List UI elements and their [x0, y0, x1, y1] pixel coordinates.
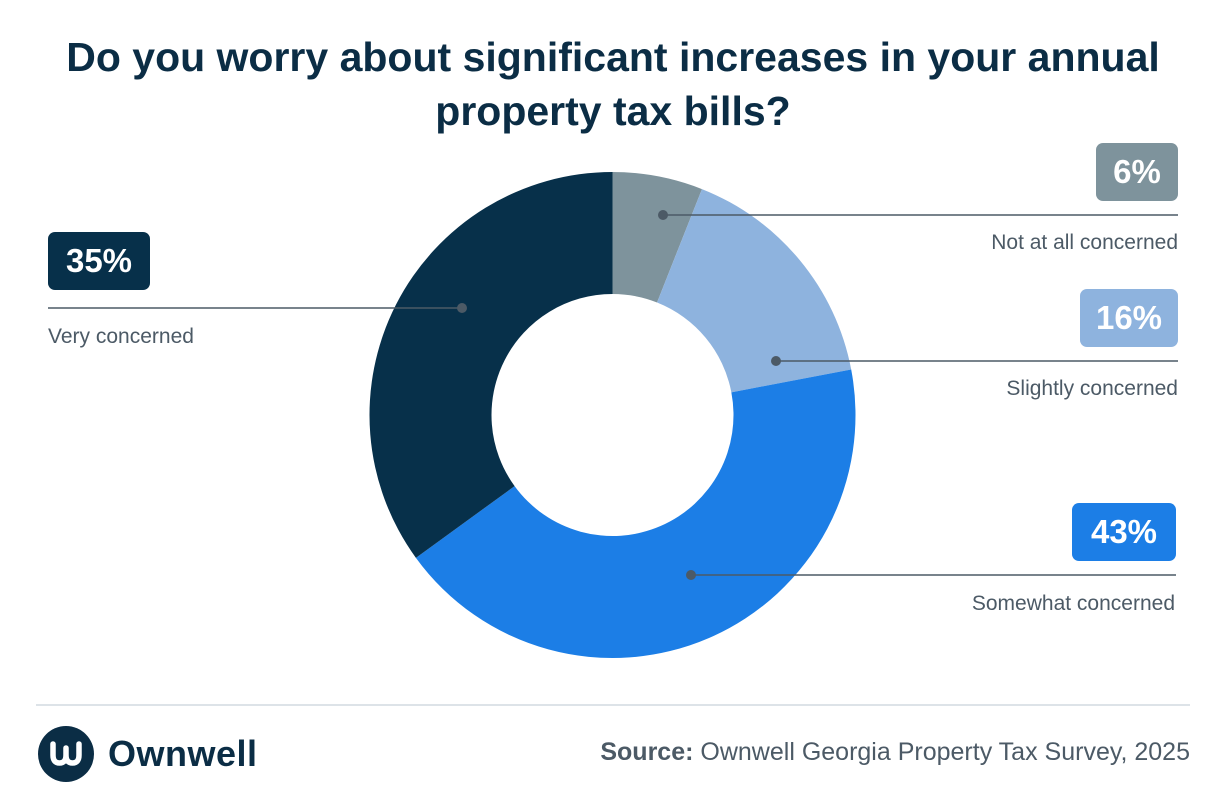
leader-dot-slightly-concerned: [771, 356, 781, 366]
legend-label-not-at-all-concerned: Not at all concerned: [991, 231, 1178, 254]
brand-name: Ownwell: [108, 733, 258, 774]
ownwell-w-icon: [38, 726, 94, 782]
leader-dot-very-concerned: [457, 303, 467, 313]
slice-very-concerned: [369, 172, 613, 558]
ownwell-logo: Ownwell: [38, 726, 258, 782]
value-label-not-at-all-concerned: 6%: [1096, 143, 1178, 201]
value-label-slightly-concerned: 16%: [1080, 289, 1178, 347]
source-prefix: Source:: [600, 738, 694, 766]
leader-dot-not-at-all-concerned: [658, 210, 668, 220]
legend-label-slightly-concerned: Slightly concerned: [1006, 377, 1178, 400]
chart-title: Do you worry about significant increases…: [66, 34, 1160, 134]
legend-label-very-concerned: Very concerned: [48, 325, 194, 348]
footer-divider: [36, 704, 1190, 706]
value-label-very-concerned: 35%: [48, 232, 150, 290]
source-text: Ownwell Georgia Property Tax Survey, 202…: [700, 738, 1190, 766]
slice-not-at-all-concerned: [612, 172, 702, 303]
slice-slightly-concerned: [657, 189, 852, 393]
leader-dot-somewhat-concerned: [686, 570, 696, 580]
slice-somewhat-concerned: [415, 369, 856, 658]
legend-label-somewhat-concerned: Somewhat concerned: [971, 592, 1175, 615]
source-note: Source: Ownwell Georgia Property Tax Sur…: [600, 738, 1190, 767]
value-label-somewhat-concerned: 43%: [1072, 503, 1176, 561]
